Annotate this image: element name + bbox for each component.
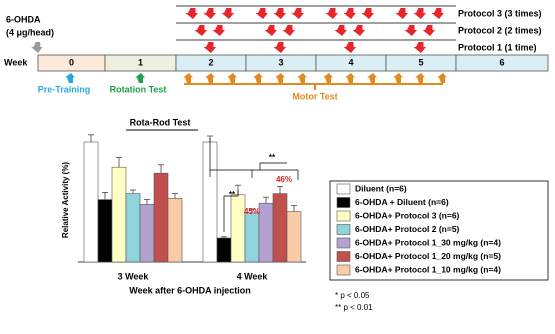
bar xyxy=(139,204,155,263)
bar xyxy=(216,237,232,263)
bar xyxy=(258,202,274,263)
arrow xyxy=(212,25,225,36)
arrow xyxy=(334,25,347,36)
arrow xyxy=(273,42,286,53)
week-label: 6 xyxy=(499,57,504,67)
arrow xyxy=(273,8,286,19)
bar xyxy=(83,141,99,263)
legend-swatch xyxy=(336,210,351,222)
legend-box xyxy=(329,180,549,281)
drug-label: 6-OHDA xyxy=(6,14,41,24)
legend-label: 6-OHDA+ Protocol 3 (n=6) xyxy=(355,210,460,220)
bar xyxy=(97,199,113,263)
week-label: 1 xyxy=(138,57,143,67)
arrow xyxy=(31,42,43,53)
x-axis-label: Week after 6-OHDA injection xyxy=(129,285,251,295)
footnote: ** p < 0.01 xyxy=(335,303,373,312)
event-label: Pre-Training xyxy=(38,84,91,94)
arrow xyxy=(343,8,356,19)
arrow xyxy=(183,73,193,83)
arrow xyxy=(413,42,426,53)
arrow xyxy=(345,73,355,83)
arrow xyxy=(431,8,444,19)
arrow xyxy=(422,25,435,36)
arrow xyxy=(361,8,374,19)
annotation: 45% xyxy=(244,207,260,216)
protocol-label: Protocol 2 (2 times) xyxy=(458,25,542,35)
arrow xyxy=(437,73,447,83)
week-axis-label: Week xyxy=(4,57,28,67)
legend-label: 6-OHDA+ Protocol 1_20 mg/kg (n=5) xyxy=(355,251,501,261)
x-tick-label: 4 Week xyxy=(237,271,269,281)
week-label: 5 xyxy=(418,57,423,67)
arrow xyxy=(404,25,417,36)
annotation: ** xyxy=(229,190,236,199)
arrow xyxy=(325,8,338,19)
sig-bracket xyxy=(209,138,299,180)
arrow xyxy=(221,8,234,19)
bar xyxy=(286,211,302,263)
arrow xyxy=(135,73,145,83)
legend-label: 6-OHDA + Diluent (n=6) xyxy=(355,197,449,207)
legend-swatch xyxy=(336,224,351,235)
legend-swatch xyxy=(336,197,351,208)
protocol-label: Protocol 1 (1 time) xyxy=(458,42,537,52)
bar xyxy=(125,193,141,263)
arrow xyxy=(253,73,263,83)
legend-label: 6-OHDA+ Protocol 1_30 mg/kg (n=4) xyxy=(355,237,501,247)
arrow xyxy=(227,73,237,83)
legend-swatch xyxy=(336,183,351,195)
arrow xyxy=(413,8,426,19)
arrow xyxy=(393,73,403,83)
arrow xyxy=(255,8,268,19)
arrow xyxy=(205,73,215,83)
arrow xyxy=(264,25,277,36)
x-tick-label: 3 Week xyxy=(118,271,150,281)
arrow xyxy=(395,8,408,19)
arrow xyxy=(297,73,307,83)
arrow xyxy=(415,73,425,83)
arrow xyxy=(65,73,75,83)
event-label: Motor Test xyxy=(292,91,337,101)
arrow xyxy=(343,42,356,53)
arrow xyxy=(203,42,216,53)
arrow xyxy=(367,73,377,83)
protocol-label: Protocol 3 (3 times) xyxy=(458,8,542,18)
arrow xyxy=(291,8,304,19)
arrow xyxy=(323,73,333,83)
week-label: 2 xyxy=(208,57,213,67)
legend-swatch xyxy=(336,237,351,249)
y-axis-label: Relative Activity (%) xyxy=(61,162,70,239)
legend-label: 6-OHDA+ Protocol 2 (n=5) xyxy=(355,224,460,234)
legend-swatch xyxy=(336,264,351,276)
arrow xyxy=(185,8,198,19)
arrow xyxy=(352,25,365,36)
bar xyxy=(230,194,246,263)
legend-label: Diluent (n=6) xyxy=(355,183,407,193)
week-label: 0 xyxy=(69,57,74,67)
sig-bracket xyxy=(223,190,239,232)
footnote: * p < 0.05 xyxy=(335,291,370,300)
arrow xyxy=(203,8,216,19)
event-label: Rotation Test xyxy=(110,84,167,94)
legend-swatch xyxy=(336,251,351,262)
bar xyxy=(111,166,127,263)
legend-label: 6-OHDA+ Protocol 1_10 mg/kg (n=4) xyxy=(355,264,501,274)
bar xyxy=(272,193,288,263)
week-box xyxy=(455,54,549,72)
week-label: 3 xyxy=(278,57,283,67)
chart-title: Rota-Rod Test xyxy=(130,117,191,127)
arrow xyxy=(275,73,285,83)
dose-label: (4 μg/head) xyxy=(6,27,54,37)
arrow xyxy=(194,25,207,36)
bar xyxy=(244,212,260,263)
week-label: 4 xyxy=(348,57,353,67)
annotation: ** xyxy=(269,153,276,162)
bar xyxy=(153,172,169,263)
annotation: 46% xyxy=(276,175,292,184)
arrow xyxy=(282,25,295,36)
bar xyxy=(167,198,183,263)
